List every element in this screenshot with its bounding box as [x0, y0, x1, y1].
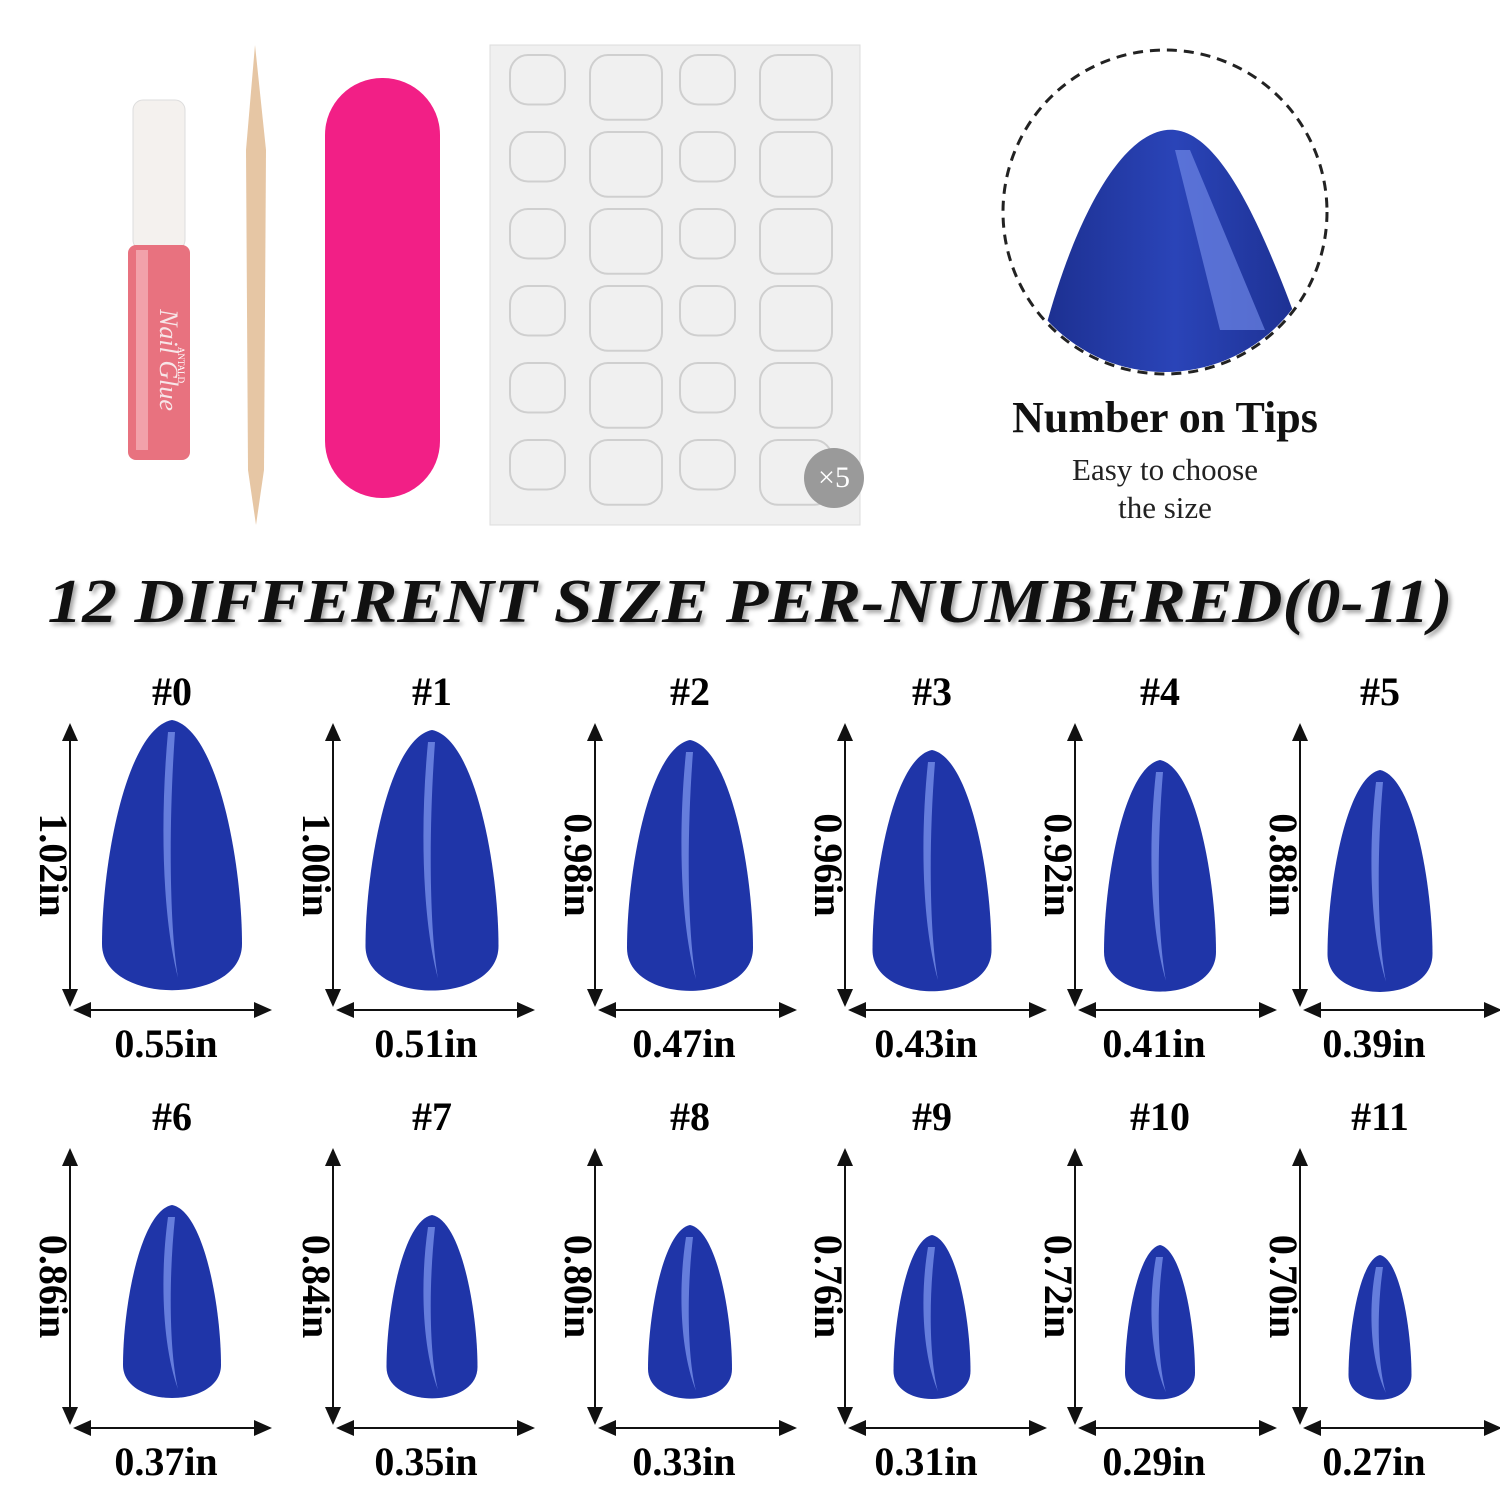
- width-label: 0.29in: [1102, 1439, 1205, 1484]
- nail-highlight: [1151, 772, 1166, 981]
- nail-tip: [102, 720, 242, 991]
- adhesive-tab: [509, 285, 566, 337]
- nail-highlight: [163, 1217, 178, 1389]
- glue-label: Nail Glue: [154, 308, 183, 411]
- glue-brand: ANTALD: [176, 347, 186, 384]
- adhesive-tab: [509, 439, 566, 491]
- nail-highlight: [423, 1227, 438, 1390]
- tip-callout: Number on Tips Easy to choose the size: [1001, 48, 1329, 525]
- adhesive-tab: [679, 285, 736, 337]
- adhesive-tab: [759, 131, 833, 198]
- nail-tip: [1125, 1245, 1195, 1400]
- nail-number: #0: [152, 669, 192, 714]
- height-label: 0.70in: [1261, 1235, 1306, 1338]
- nail-number: #9: [912, 1094, 952, 1139]
- callout-text: the size: [1118, 490, 1212, 525]
- nail-tip: [648, 1225, 732, 1399]
- height-label: 0.92in: [1036, 813, 1081, 916]
- width-label: 0.31in: [874, 1439, 977, 1484]
- nail-highlight: [1371, 782, 1386, 982]
- nail-number: #10: [1130, 1094, 1190, 1139]
- cuticle-stick: [246, 45, 266, 525]
- nail-number: #6: [152, 1094, 192, 1139]
- height-label: 0.98in: [556, 813, 601, 916]
- adhesive-tab: [589, 54, 663, 121]
- nail-number: #5: [1360, 669, 1400, 714]
- adhesive-tab: [759, 208, 833, 275]
- adhesive-tab: [759, 362, 833, 429]
- nail-number: #1: [412, 669, 452, 714]
- width-label: 0.47in: [632, 1021, 735, 1066]
- nail-tip: [872, 750, 992, 992]
- adhesive-tab: [759, 54, 833, 121]
- width-label: 0.41in: [1102, 1021, 1205, 1066]
- nail-number: #3: [912, 669, 952, 714]
- nail-highlight: [681, 1237, 696, 1391]
- height-label: 0.80in: [556, 1235, 601, 1338]
- width-label: 0.39in: [1322, 1021, 1425, 1066]
- height-label: 0.84in: [294, 1235, 339, 1338]
- width-label: 0.43in: [874, 1021, 977, 1066]
- width-label: 0.33in: [632, 1439, 735, 1484]
- width-label: 0.55in: [114, 1021, 217, 1066]
- width-label: 0.51in: [374, 1021, 477, 1066]
- nail-tip: [1104, 760, 1216, 992]
- width-label: 0.27in: [1322, 1439, 1425, 1484]
- callout-title: Number on Tips: [1012, 393, 1318, 442]
- adhesive-tab: [679, 54, 736, 106]
- adhesive-tab: [509, 54, 566, 106]
- nail-highlight: [1151, 1257, 1166, 1393]
- adhesive-tab: [679, 439, 736, 491]
- nail-highlight: [923, 1247, 938, 1392]
- nail-tip: [1327, 770, 1433, 992]
- nail-tip: [1348, 1255, 1412, 1400]
- adhesive-tab: [509, 362, 566, 414]
- width-label: 0.37in: [114, 1439, 217, 1484]
- nail-number: #11: [1351, 1094, 1409, 1139]
- nail-number: #2: [670, 669, 710, 714]
- adhesive-tab: [679, 208, 736, 260]
- nail-grid: #0 1.02in 0.55in #1 1.00in 0.51in #2 0.98in 0.47…: [31, 669, 1500, 1484]
- nail-highlight: [423, 742, 438, 979]
- adhesive-tab: [589, 439, 663, 506]
- nail-tip: [627, 740, 753, 991]
- height-label: 0.88in: [1261, 813, 1306, 916]
- adhesive-tab: [679, 362, 736, 414]
- sheet-badge: ×5: [818, 461, 850, 494]
- nail-number: #8: [670, 1094, 710, 1139]
- adhesive-tab: [759, 285, 833, 352]
- adhesive-tab: [509, 131, 566, 183]
- adhesive-tab: [589, 285, 663, 352]
- adhesive-tab: [679, 131, 736, 183]
- adhesive-tab: [589, 362, 663, 429]
- height-label: 0.72in: [1036, 1235, 1081, 1338]
- nail-tip: [386, 1215, 478, 1399]
- nail-highlight: [163, 732, 178, 978]
- height-label: 1.02in: [31, 813, 76, 916]
- height-label: 0.96in: [806, 813, 851, 916]
- width-label: 0.35in: [374, 1439, 477, 1484]
- adhesive-tab: [589, 131, 663, 198]
- callout-text: Easy to choose: [1072, 452, 1258, 487]
- nail-highlight: [681, 752, 696, 980]
- height-label: 0.86in: [31, 1235, 76, 1338]
- adhesive-sheet: ×5: [489, 44, 864, 526]
- height-label: 0.76in: [806, 1235, 851, 1338]
- nail-highlight: [1371, 1267, 1386, 1393]
- adhesive-tab: [509, 208, 566, 260]
- headline: 12 DIFFERENT SIZE PER-NUMBERED(0-11): [48, 568, 1453, 636]
- glue-tube: Nail Glue ANTALD: [128, 99, 190, 460]
- height-label: 1.00in: [294, 813, 339, 916]
- nail-file: [325, 78, 440, 498]
- nail-tip: [893, 1235, 971, 1400]
- nail-tip: [365, 730, 499, 991]
- nail-tip: [123, 1205, 221, 1398]
- nail-number: #4: [1140, 669, 1180, 714]
- nail-highlight: [923, 762, 938, 980]
- nail-number: #7: [412, 1094, 452, 1139]
- adhesive-tab: [589, 208, 663, 275]
